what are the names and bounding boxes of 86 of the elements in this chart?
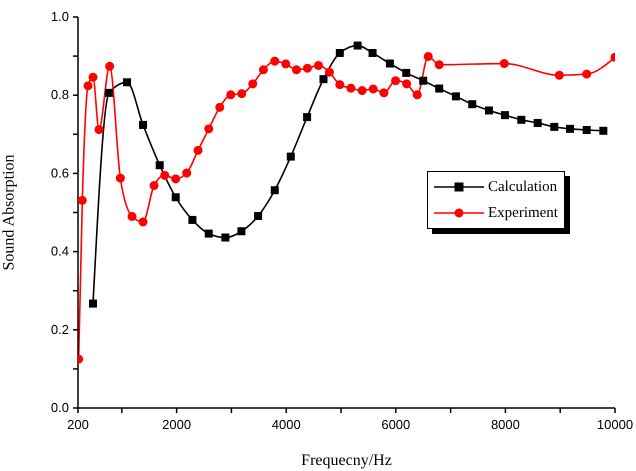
point [534, 118, 542, 127]
point [368, 84, 378, 94]
legend-label: Calculation [488, 178, 558, 196]
point [105, 62, 114, 71]
point [324, 68, 334, 77]
point [424, 52, 433, 61]
point [89, 300, 98, 308]
point [468, 100, 476, 108]
point [128, 212, 137, 221]
x-tick-label: 8000 [490, 417, 520, 432]
point [204, 230, 213, 238]
point [78, 196, 87, 205]
point [368, 48, 377, 57]
point [237, 89, 246, 98]
x-tick-label: 4000 [272, 417, 301, 432]
point [550, 122, 558, 131]
point [258, 65, 268, 74]
point [172, 193, 180, 202]
point [566, 124, 574, 133]
point [379, 88, 388, 98]
point [346, 84, 356, 93]
point [386, 60, 394, 68]
y-tick-label: 0.0 [50, 400, 69, 415]
point [194, 146, 203, 155]
point [105, 88, 114, 97]
point [500, 111, 509, 120]
point [84, 81, 93, 90]
point [500, 59, 509, 68]
point [237, 227, 246, 236]
point [434, 60, 444, 70]
point [182, 168, 192, 178]
point [452, 92, 460, 100]
point [281, 59, 290, 68]
point [303, 113, 312, 122]
point [270, 56, 280, 66]
point [354, 42, 362, 50]
point [160, 170, 170, 180]
point [226, 90, 236, 100]
point [94, 125, 104, 134]
point [139, 120, 148, 129]
point [138, 217, 148, 226]
point [254, 212, 262, 220]
point [336, 48, 344, 57]
x-tick-label: 200 [67, 417, 89, 432]
y-tick-label: 1.0 [50, 9, 69, 24]
y-tick-label: 0.6 [50, 165, 69, 180]
x-tick-label: 6000 [381, 417, 410, 432]
point [171, 174, 180, 184]
point [335, 80, 344, 90]
point [435, 84, 444, 93]
y-tick-label: 0.8 [50, 87, 69, 102]
x-axis-title: Frequecny/Hz [301, 452, 392, 469]
point [599, 126, 608, 135]
point [358, 86, 367, 96]
point [270, 186, 279, 194]
point [554, 70, 564, 80]
point [517, 116, 526, 124]
point [188, 216, 196, 224]
point [484, 106, 493, 114]
point [402, 79, 412, 88]
point [116, 174, 125, 183]
point [88, 72, 98, 82]
point [302, 64, 312, 73]
point [204, 124, 214, 134]
point [419, 76, 428, 85]
x-tick-label: 2000 [162, 417, 192, 432]
point [402, 68, 410, 77]
point [215, 102, 224, 112]
point [582, 70, 592, 79]
point [156, 161, 164, 170]
point [123, 78, 132, 86]
point [412, 90, 422, 100]
legend-label: Experiment [488, 204, 558, 222]
point [314, 60, 323, 70]
y-axis-title: Sound Absorption [0, 154, 18, 271]
x-tick-label: 10000 [596, 417, 634, 432]
point [391, 76, 400, 86]
point [248, 79, 258, 88]
point [286, 152, 295, 161]
y-tick-label: 0.2 [50, 322, 69, 337]
point [582, 126, 591, 134]
point [292, 65, 301, 74]
y-tick-label: 0.4 [50, 244, 69, 259]
point [150, 181, 159, 190]
point [221, 234, 230, 242]
point [319, 75, 328, 84]
